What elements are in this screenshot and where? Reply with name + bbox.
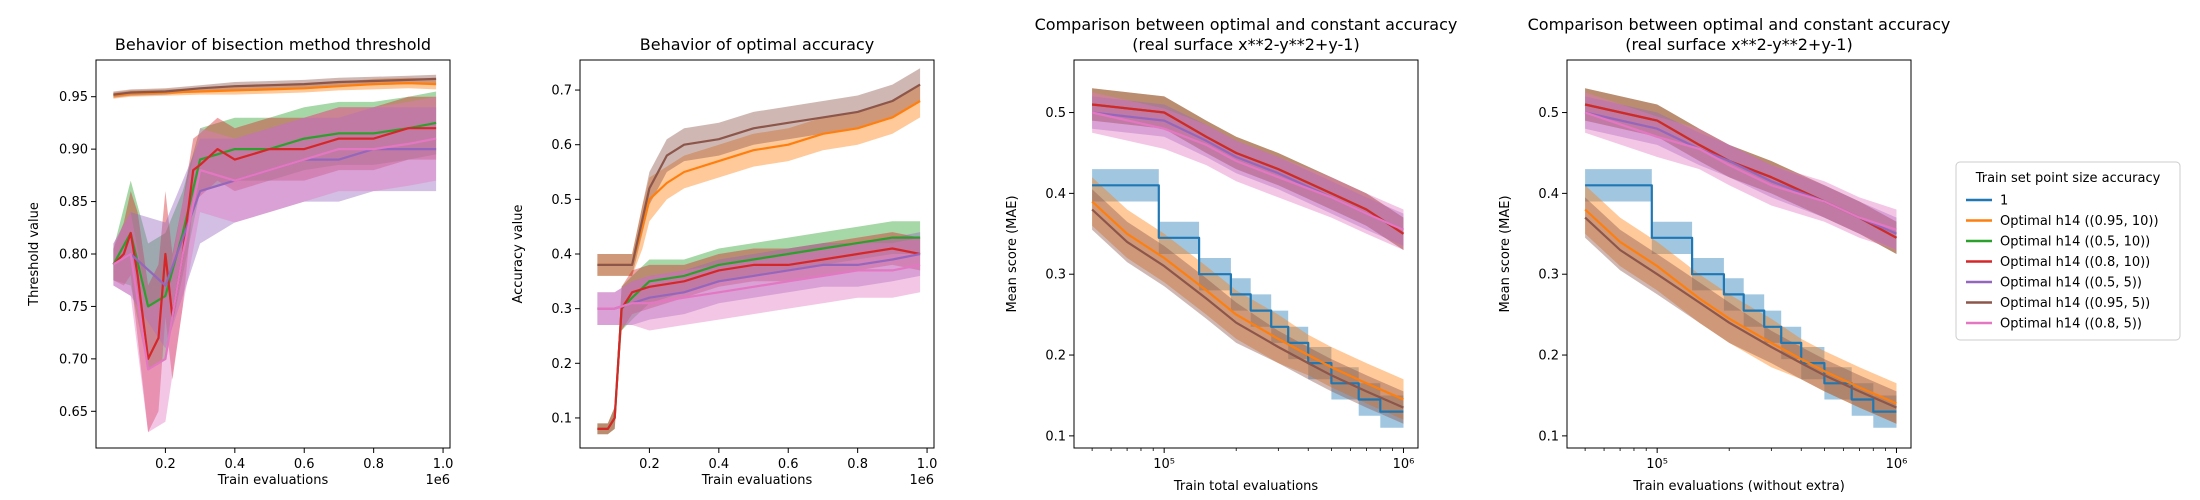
y-axis-label: Accuracy value [511, 205, 526, 304]
legend-label: Optimal h14 ((0.95, 5)) [2000, 296, 2150, 311]
x-tick-label: 0.8 [363, 457, 384, 472]
y-tick-label: 0.1 [1538, 429, 1559, 444]
x-tick-label: 0.4 [224, 457, 245, 472]
y-tick-label: 0.3 [1045, 268, 1066, 283]
y-tick-label: 0.5 [1045, 106, 1066, 121]
band-3 [597, 221, 921, 435]
y-tick-label: 0.80 [59, 248, 88, 263]
series-line-2 [1091, 200, 1404, 401]
x-tick-label: 1.0 [433, 457, 454, 472]
y-tick-label: 0.90 [59, 143, 88, 158]
band-4 [1092, 88, 1404, 250]
x-tick-label: 1.0 [917, 457, 938, 472]
chart-3: 10⁵ 10⁶ 0.1 0.2 0.3 0.4 0.5 Comparison between … [1005, 15, 1457, 494]
legend-title: Train set point size accuracy [1975, 171, 2161, 186]
chart-title: Comparison between optimal and constant … [1528, 15, 1951, 34]
band-3 [113, 91, 437, 370]
x-axis-label: Train evaluations [217, 473, 329, 488]
legend-box [1955, 161, 2181, 341]
series-line-6 [1091, 208, 1404, 409]
chart-title: Behavior of optimal accuracy [640, 35, 874, 54]
band-5 [597, 232, 921, 325]
legend-label: Optimal h14 ((0.5, 5)) [2000, 276, 2142, 291]
legend-label: Optimal h14 ((0.8, 5)) [2000, 317, 2142, 332]
chart-title: Comparison between optimal and constant … [1035, 15, 1458, 34]
chart-subtitle: (real surface x**2-y**2+y-1) [1132, 35, 1359, 54]
series-line-1 [1585, 184, 1897, 413]
y-axis-label: Threshold value [27, 202, 42, 307]
x-tick-label: 0.2 [639, 457, 660, 472]
y-tick-label: 0.7 [551, 84, 572, 99]
plot-frame [1073, 59, 1419, 449]
y-tick-label: 0.1 [551, 411, 572, 426]
y-tick-label: 0.75 [59, 300, 88, 315]
series-line-7 [1091, 111, 1404, 231]
x-tick-label: 10⁵ [1153, 457, 1175, 472]
series-line-6 [597, 263, 921, 310]
series-line-1 [1092, 184, 1404, 413]
x-axis-label: Train evaluations (without extra) [1632, 479, 1845, 494]
y-axis-label: Mean score (MAE) [1005, 195, 1020, 312]
y-tick-label: 0.5 [551, 193, 572, 208]
x-tick-label: 0.4 [708, 457, 729, 472]
chart-4: 10⁵ 10⁶ 0.1 0.2 0.3 0.4 0.5 Comparison between … [1498, 15, 1950, 494]
y-tick-label: 0.70 [59, 352, 88, 367]
series-line-6 [1584, 216, 1897, 409]
legend: Train set point size accuracy 1 Optimal h1… [1955, 161, 2181, 341]
y-tick-label: 0.6 [551, 138, 572, 153]
x-tick-label: 10⁶ [1886, 457, 1908, 472]
band-2 [597, 68, 921, 276]
legend-label: Optimal h14 ((0.8, 10)) [2000, 255, 2150, 270]
band-5 [1585, 96, 1897, 251]
chart-2: 0.2 0.4 0.6 0.8 1.0 0.1 0.2 0.3 0.4 0.5 0.6 0.7 Beha… [511, 35, 937, 488]
y-tick-label: 0.4 [1538, 187, 1559, 202]
band-6 [597, 237, 921, 331]
y-tick-label: 0.2 [1538, 349, 1559, 364]
band-5 [113, 107, 437, 349]
series-line-6 [112, 137, 437, 371]
series-line-3 [112, 121, 437, 308]
band-5 [1092, 96, 1404, 246]
x-offset-label: 1e6 [909, 473, 934, 488]
x-tick-label: 10⁵ [1646, 457, 1668, 472]
x-axis-label: Train evaluations [701, 473, 813, 488]
y-tick-label: 0.4 [551, 248, 572, 263]
x-offset-label: 1e6 [425, 473, 450, 488]
legend-label: Optimal h14 ((0.5, 10)) [2000, 235, 2150, 250]
legend-label: 1 [2000, 194, 2008, 209]
series-line-2 [1584, 208, 1897, 405]
x-tick-label: 0.6 [778, 457, 799, 472]
plot-frame [1566, 59, 1912, 449]
series-line-2 [113, 77, 437, 96]
y-tick-label: 0.3 [551, 302, 572, 317]
y-tick-label: 0.2 [551, 357, 572, 372]
y-tick-label: 0.95 [59, 90, 88, 105]
chart-subtitle: (real surface x**2-y**2+y-1) [1625, 35, 1852, 54]
series-line-2 [597, 83, 921, 266]
band-1 [597, 84, 921, 276]
y-tick-label: 0.4 [1045, 187, 1066, 202]
y-tick-label: 0.3 [1538, 268, 1559, 283]
x-axis-label: Train total evaluations [1173, 479, 1319, 494]
chart-1: 0.2 0.4 0.6 0.8 1.0 0.65 0.70 0.75 0.80 0.85 0.90 0… [27, 35, 453, 488]
x-tick-label: 0.8 [847, 457, 868, 472]
x-tick-label: 0.6 [294, 457, 315, 472]
y-tick-label: 0.1 [1045, 429, 1066, 444]
chart-title: Behavior of bisection method threshold [115, 35, 431, 54]
y-tick-label: 0.65 [59, 405, 88, 420]
series-line-4 [597, 247, 921, 430]
series-line-4 [1091, 103, 1405, 235]
y-tick-label: 0.2 [1045, 349, 1066, 364]
series-line-7 [1584, 111, 1897, 231]
x-tick-label: 10⁶ [1393, 457, 1415, 472]
series-line-4 [112, 127, 437, 360]
band-3 [1092, 88, 1404, 250]
x-tick-label: 0.2 [155, 457, 176, 472]
y-axis-label: Mean score (MAE) [1498, 195, 1513, 312]
legend-label: Optimal h14 ((0.95, 10)) [2000, 214, 2159, 229]
y-tick-label: 0.85 [59, 195, 88, 210]
band-2 [1092, 177, 1404, 420]
y-tick-label: 0.5 [1538, 106, 1559, 121]
